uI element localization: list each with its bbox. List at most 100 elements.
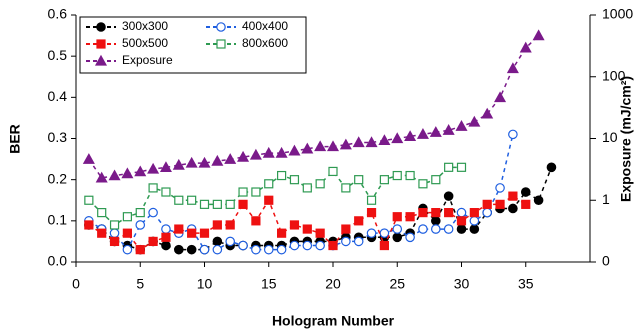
marker — [341, 183, 351, 193]
marker — [418, 224, 428, 234]
marker — [199, 244, 210, 255]
marker — [277, 228, 287, 238]
y-tick-label: 0.5 — [48, 47, 68, 63]
marker — [366, 195, 377, 205]
marker — [302, 183, 312, 193]
marker — [216, 22, 226, 32]
y2-tick-label: 1000 — [602, 6, 633, 22]
marker — [225, 236, 235, 247]
legend-label: Exposure — [122, 53, 173, 67]
marker — [82, 153, 95, 164]
marker — [95, 171, 108, 183]
marker — [251, 216, 261, 226]
marker — [456, 224, 467, 234]
marker — [135, 220, 146, 230]
marker — [392, 212, 402, 222]
marker — [430, 216, 441, 226]
marker — [96, 39, 106, 49]
marker — [379, 228, 390, 238]
marker — [352, 136, 365, 148]
marker — [161, 187, 171, 197]
y2-tick-label: 1 — [602, 191, 610, 207]
marker — [135, 208, 145, 218]
marker — [328, 166, 338, 177]
marker — [148, 183, 158, 193]
marker — [289, 220, 300, 230]
marker — [314, 140, 327, 152]
marker — [508, 203, 518, 214]
marker — [94, 54, 108, 66]
marker — [161, 240, 171, 251]
marker — [469, 208, 479, 218]
marker — [288, 144, 301, 156]
marker — [444, 162, 454, 172]
marker — [198, 156, 211, 168]
marker — [109, 236, 120, 247]
marker — [469, 224, 480, 234]
marker — [418, 179, 428, 189]
marker — [521, 199, 531, 209]
legend-label: 800x600 — [242, 36, 288, 50]
marker — [84, 195, 94, 205]
x-tick-label: 0 — [72, 276, 80, 292]
marker — [84, 220, 94, 230]
marker — [122, 212, 133, 222]
legend: 300x300 400x400 500x500 800x600 Exposure — [79, 16, 307, 74]
marker — [122, 228, 133, 238]
marker — [533, 195, 544, 206]
marker — [431, 175, 441, 185]
marker — [444, 208, 454, 218]
marker — [431, 208, 441, 218]
marker — [135, 245, 145, 255]
marker — [532, 29, 545, 41]
marker — [275, 146, 288, 158]
marker — [354, 175, 364, 185]
marker — [468, 115, 481, 127]
legend-box — [79, 16, 307, 74]
series-line — [88, 134, 514, 252]
marker — [199, 199, 210, 209]
x-tick-label: 30 — [454, 276, 470, 292]
marker — [495, 199, 505, 209]
marker — [109, 220, 120, 230]
marker — [392, 224, 403, 234]
marker — [185, 156, 198, 168]
marker — [251, 187, 261, 197]
marker — [211, 154, 224, 166]
marker — [392, 232, 403, 243]
marker — [212, 236, 223, 247]
marker — [238, 187, 248, 197]
marker — [519, 41, 532, 53]
marker — [469, 216, 480, 226]
marker — [109, 228, 120, 238]
marker — [161, 232, 171, 242]
marker — [430, 224, 441, 234]
marker — [405, 232, 415, 243]
marker — [379, 240, 389, 251]
marker — [224, 153, 237, 164]
marker — [238, 240, 248, 251]
marker — [405, 212, 415, 222]
marker — [302, 240, 313, 251]
marker — [315, 228, 325, 238]
marker — [341, 236, 351, 247]
marker — [366, 208, 377, 218]
marker — [508, 129, 518, 140]
marker — [456, 216, 467, 226]
y-axis-title: BER — [7, 124, 23, 154]
marker — [495, 183, 505, 193]
marker — [315, 179, 325, 189]
marker — [264, 195, 274, 205]
marker — [148, 207, 158, 218]
marker — [508, 191, 518, 201]
marker — [262, 146, 275, 158]
marker — [482, 199, 492, 209]
marker — [159, 161, 172, 173]
marker — [237, 150, 250, 162]
marker — [134, 165, 147, 177]
x-tick-label: 5 — [136, 276, 144, 292]
marker — [328, 240, 338, 251]
marker — [121, 167, 134, 179]
x-axis-title: Hologram Number — [272, 313, 395, 329]
marker — [289, 240, 300, 251]
